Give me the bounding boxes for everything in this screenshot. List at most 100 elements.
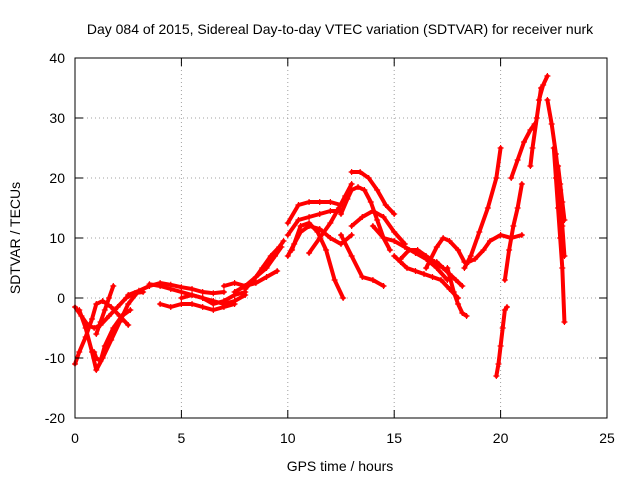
data-point xyxy=(220,304,227,310)
data-point xyxy=(561,217,568,223)
data-point xyxy=(267,253,274,259)
data-point xyxy=(555,163,562,169)
data-point xyxy=(444,265,451,271)
data-point xyxy=(555,205,562,211)
y-axis-label: SDTVAR / TECUs xyxy=(7,182,23,294)
data-point xyxy=(420,271,427,277)
data-point xyxy=(348,181,355,187)
data-point xyxy=(76,349,83,355)
data-point xyxy=(93,301,100,307)
data-point xyxy=(99,298,106,304)
data-point xyxy=(284,220,291,226)
data-point xyxy=(274,268,281,274)
data-point xyxy=(508,175,515,181)
data-point xyxy=(178,295,185,301)
data-point xyxy=(335,205,342,211)
data-point xyxy=(497,343,504,349)
data-point xyxy=(486,238,493,244)
data-point xyxy=(348,253,355,259)
data-point xyxy=(231,280,238,286)
y-tick-label: 40 xyxy=(49,50,65,66)
data-point xyxy=(348,187,355,193)
series-track xyxy=(462,146,503,270)
data-point xyxy=(189,301,196,307)
data-point xyxy=(414,247,421,253)
data-point xyxy=(348,232,355,238)
data-point xyxy=(406,247,413,253)
data-point xyxy=(242,286,249,292)
data-point xyxy=(561,319,568,325)
series-track xyxy=(556,164,567,222)
data-point xyxy=(327,220,334,226)
data-point xyxy=(499,325,506,331)
series-track-5 xyxy=(91,307,134,364)
data-point xyxy=(101,343,108,349)
axis-ticks: 0 5 10 15 20 25 -20 -10 0 10 20 30 40 xyxy=(45,50,615,446)
data-point xyxy=(459,283,466,289)
series-track-19 xyxy=(348,169,398,217)
data-point xyxy=(446,238,453,244)
series-track xyxy=(307,182,354,255)
data-point xyxy=(135,287,142,294)
data-point xyxy=(493,373,500,379)
x-tick-label: 20 xyxy=(493,430,509,446)
data-point xyxy=(110,325,117,331)
data-point xyxy=(280,238,287,244)
data-point xyxy=(91,349,98,355)
data-point xyxy=(125,292,132,298)
y-tick-label: 20 xyxy=(49,170,65,186)
data-point xyxy=(365,175,372,181)
data-point xyxy=(331,277,338,283)
data-point xyxy=(210,290,217,297)
data-point xyxy=(340,295,347,301)
data-point xyxy=(344,196,351,202)
data-point xyxy=(110,283,117,289)
series-track-12 xyxy=(242,238,287,292)
data-point xyxy=(93,355,100,361)
series-track-30 xyxy=(493,304,510,379)
data-point xyxy=(369,277,376,283)
data-point xyxy=(455,301,462,307)
data-point xyxy=(535,97,542,103)
y-tick-label: 0 xyxy=(57,290,65,306)
data-point xyxy=(348,223,355,229)
data-point xyxy=(338,232,344,238)
data-point xyxy=(127,307,134,313)
data-point xyxy=(284,232,291,238)
series-track xyxy=(349,209,407,246)
data-point xyxy=(501,277,508,283)
data-point xyxy=(199,289,206,295)
data-point xyxy=(557,181,564,187)
data-point xyxy=(125,322,132,328)
data-point xyxy=(114,304,121,310)
series-track-28 xyxy=(461,145,504,271)
series-track-17 xyxy=(306,181,355,256)
data-point xyxy=(146,281,153,288)
data-point xyxy=(367,199,374,205)
data-point xyxy=(220,298,227,304)
data-point xyxy=(231,289,238,295)
x-tick-label: 0 xyxy=(71,430,79,446)
x-axis-label: GPS time / hours xyxy=(287,458,394,474)
data-point xyxy=(533,115,540,121)
data-point xyxy=(348,169,355,175)
data-point xyxy=(210,301,217,307)
data-point xyxy=(440,235,447,241)
data-point xyxy=(291,241,298,247)
data-point xyxy=(386,247,393,253)
series-track xyxy=(126,281,226,297)
y-tick-label: 30 xyxy=(49,110,65,126)
data-point xyxy=(514,205,521,211)
series-track-8 xyxy=(157,301,238,313)
data-point xyxy=(391,211,398,217)
data-point xyxy=(374,217,381,223)
data-point xyxy=(433,265,440,271)
data-point xyxy=(557,235,564,241)
data-point xyxy=(452,277,459,283)
data-point xyxy=(540,82,547,88)
series-track-13 xyxy=(284,199,344,226)
data-point xyxy=(297,229,304,235)
data-point xyxy=(82,325,89,331)
data-point xyxy=(338,211,344,217)
data-point xyxy=(480,247,487,253)
